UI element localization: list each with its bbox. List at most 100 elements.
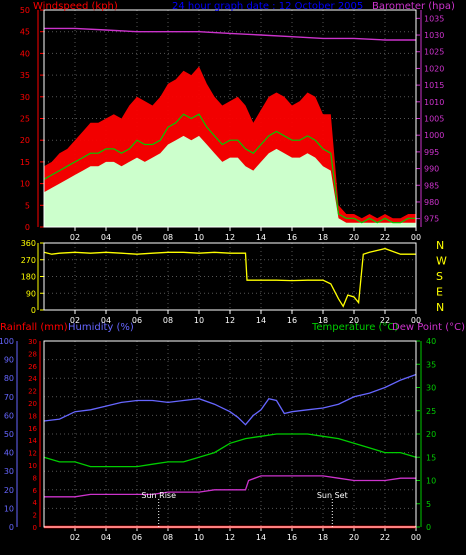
wind-xtick-label: 08 xyxy=(163,233,173,242)
env-xtick-label: 10 xyxy=(194,533,204,542)
dir-ytick-label: 0 xyxy=(31,306,36,315)
wind-ytick-label: 35 xyxy=(20,71,30,80)
dir-ytick-label: 90 xyxy=(26,289,36,298)
humidity-ytick-label: 70 xyxy=(4,393,14,402)
rain-ytick-label: 2 xyxy=(33,512,37,520)
dir-xtick-label: 08 xyxy=(163,316,173,325)
dir-ytick-label: 270 xyxy=(21,256,36,265)
rainfall-axis-label: Rainfall (mm) xyxy=(0,322,68,333)
rain-ytick-label: 26 xyxy=(28,363,37,371)
wind-ytick-label: 40 xyxy=(20,49,30,58)
rain-ytick-label: 30 xyxy=(28,338,37,346)
env-xtick-label: 18 xyxy=(318,533,328,542)
env-xtick-label: 06 xyxy=(132,533,142,542)
env-xtick-label: 20 xyxy=(349,533,359,542)
rain-ytick-label: 0 xyxy=(33,524,37,532)
dir-xtick-label: 06 xyxy=(132,316,142,325)
temp-ytick-label: 0 xyxy=(426,523,431,532)
dir-ytick-label: 180 xyxy=(21,273,36,282)
env-xtick-label: 04 xyxy=(101,533,111,542)
wind-xtick-label: 04 xyxy=(101,233,111,242)
chart-title: 24 hour graph date : 12 October 2005 xyxy=(172,1,363,12)
dir-panel-frame xyxy=(43,242,417,311)
wind-ytick-label: 5 xyxy=(25,201,30,210)
dir-xtick-label: 02 xyxy=(70,316,80,325)
env-xtick-label: 08 xyxy=(163,533,173,542)
humidity-ytick-label: 60 xyxy=(4,411,14,420)
temperature-axis-label: Temperature (°C) xyxy=(311,322,398,333)
wind-ytick-label: 20 xyxy=(20,136,30,145)
temp-ytick-label: 35 xyxy=(426,360,436,369)
humidity-ytick-label: 10 xyxy=(4,504,14,513)
wind-xtick-label: 10 xyxy=(194,233,204,242)
dir-xtick-label: 16 xyxy=(287,316,297,325)
sun-marker-label: Sun Set xyxy=(317,491,348,500)
baro-ytick-label: 1015 xyxy=(424,81,444,90)
sun-marker-label: Sun Rise xyxy=(141,491,176,500)
rain-ytick-label: 4 xyxy=(33,499,38,507)
wind-xtick-label: 06 xyxy=(132,233,142,242)
compass-label: W xyxy=(436,255,447,268)
humidity-ytick-label: 100 xyxy=(0,337,14,346)
dir-xtick-label: 12 xyxy=(225,316,235,325)
baro-ytick-label: 1035 xyxy=(424,14,444,23)
baro-ytick-label: 990 xyxy=(424,165,439,174)
humidity-ytick-label: 30 xyxy=(4,467,14,476)
humidity-axis-label: Humidity (%) xyxy=(68,322,134,333)
baro-ytick-label: 995 xyxy=(424,148,439,157)
wind-panel-frame xyxy=(43,9,417,228)
env-xtick-label: 16 xyxy=(287,533,297,542)
baro-axis-label: Barometer (hpa) xyxy=(372,1,455,12)
wind-ytick-label: 0 xyxy=(25,223,30,232)
env-panel-frame xyxy=(43,340,417,528)
rain-ytick-label: 12 xyxy=(28,450,37,458)
baro-ytick-label: 1000 xyxy=(424,131,444,140)
wind-direction-line xyxy=(43,247,416,308)
dir-xtick-label: 14 xyxy=(256,316,266,325)
rain-ytick-label: 20 xyxy=(28,400,37,408)
wind-ytick-label: 30 xyxy=(20,93,30,102)
humidity-ytick-label: 80 xyxy=(4,374,14,383)
rain-ytick-label: 6 xyxy=(33,487,38,495)
wind-speed-area xyxy=(44,135,416,227)
rain-ytick-label: 18 xyxy=(28,412,37,420)
wind-ytick-label: 45 xyxy=(20,28,30,37)
dir-xtick-label: 00 xyxy=(411,316,421,325)
baro-ytick-label: 1005 xyxy=(424,115,444,124)
wind-xtick-label: 22 xyxy=(380,233,390,242)
rain-ytick-label: 10 xyxy=(28,462,37,470)
compass-label: S xyxy=(436,270,443,283)
wind-xtick-label: 12 xyxy=(225,233,235,242)
barometer-line xyxy=(44,27,416,41)
wind-average-line xyxy=(43,113,416,224)
temperature-line xyxy=(43,433,417,468)
rain-ytick-label: 22 xyxy=(28,388,37,396)
humidity-line xyxy=(43,373,417,426)
humidity-ytick-label: 20 xyxy=(4,486,14,495)
dir-xtick-label: 18 xyxy=(318,316,328,325)
wind-xtick-label: 00 xyxy=(411,233,421,242)
humidity-ytick-label: 40 xyxy=(4,449,14,458)
rain-ytick-label: 28 xyxy=(28,350,37,358)
dir-xtick-label: 10 xyxy=(194,316,204,325)
env-xtick-label: 00 xyxy=(411,533,421,542)
baro-ytick-label: 1010 xyxy=(424,98,444,107)
env-xtick-label: 14 xyxy=(256,533,266,542)
baro-ytick-label: 980 xyxy=(424,198,439,207)
baro-ytick-label: 1025 xyxy=(424,48,444,57)
compass-label: E xyxy=(436,286,443,299)
humidity-ytick-label: 50 xyxy=(4,430,14,439)
humidity-ytick-label: 0 xyxy=(9,523,14,532)
rain-ytick-label: 16 xyxy=(28,425,37,433)
wind-xtick-label: 14 xyxy=(256,233,266,242)
temp-ytick-label: 10 xyxy=(426,477,436,486)
baro-ytick-label: 975 xyxy=(424,215,439,224)
wind-ytick-label: 50 xyxy=(20,6,30,15)
temp-ytick-label: 25 xyxy=(426,407,436,416)
temp-ytick-label: 40 xyxy=(426,337,436,346)
baro-ytick-label: 1030 xyxy=(424,31,444,40)
temp-ytick-label: 15 xyxy=(426,453,436,462)
rain-ytick-label: 14 xyxy=(28,437,37,445)
dewpoint-line xyxy=(44,475,416,498)
